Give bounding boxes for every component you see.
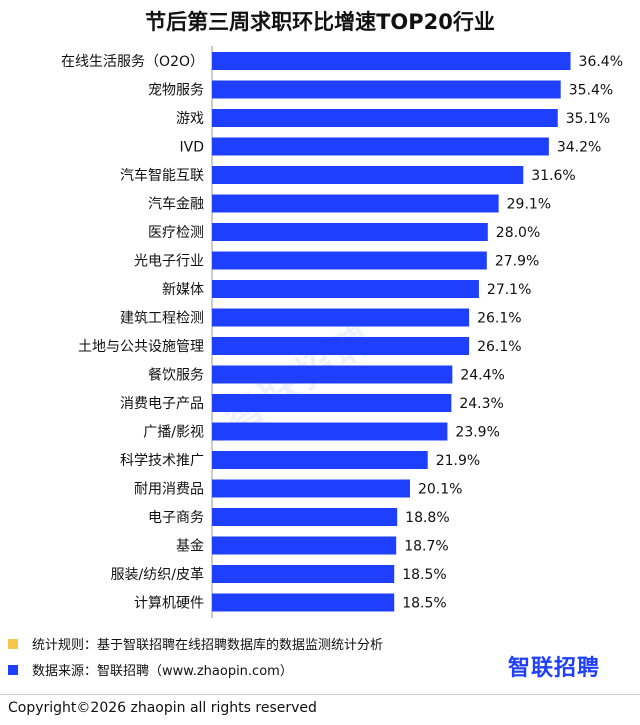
category-label: 建筑工程检测 bbox=[120, 311, 204, 327]
bar bbox=[212, 223, 488, 241]
value-label: 26.1% bbox=[477, 311, 521, 327]
category-label: 服装/纺织/皮革 bbox=[111, 567, 204, 583]
source-note-text: 数据来源：智联招聘（www.zhaopin.com） bbox=[32, 664, 293, 679]
bar bbox=[212, 508, 398, 526]
bar bbox=[212, 394, 452, 412]
value-label: 18.8% bbox=[405, 510, 449, 526]
category-label: 科学技术推广 bbox=[120, 453, 204, 469]
value-label: 26.1% bbox=[477, 339, 521, 355]
value-label: 36.4% bbox=[579, 54, 623, 70]
value-label: 27.9% bbox=[495, 254, 539, 270]
category-label: 在线生活服务（O2O） bbox=[61, 54, 204, 70]
bar bbox=[212, 308, 470, 327]
value-label: 27.1% bbox=[487, 282, 531, 298]
category-label: 汽车金融 bbox=[148, 196, 204, 213]
value-label: 35.1% bbox=[566, 111, 610, 127]
category-label: 光电子行业 bbox=[134, 254, 204, 270]
category-label: 消费电子产品 bbox=[120, 396, 204, 412]
bar bbox=[212, 109, 558, 127]
category-label: 宠物服务 bbox=[148, 83, 204, 99]
category-label: 汽车智能互联 bbox=[120, 167, 204, 184]
category-label: 广播/影视 bbox=[143, 425, 204, 441]
rule-note: 统计规则：基于智联招聘在线招聘数据库的数据监测统计分析 bbox=[8, 634, 383, 653]
category-label: 电子商务 bbox=[148, 510, 204, 526]
blue-square-icon bbox=[8, 664, 18, 675]
category-label: 计算机硬件 bbox=[134, 596, 204, 612]
bar bbox=[212, 280, 479, 298]
value-label: 24.3% bbox=[459, 396, 503, 412]
value-label: 18.5% bbox=[402, 567, 446, 583]
bar bbox=[212, 137, 549, 156]
source-note: 数据来源：智联招聘（www.zhaopin.com） bbox=[8, 660, 293, 679]
bar bbox=[212, 80, 561, 99]
bar bbox=[212, 565, 395, 583]
bar bbox=[212, 52, 571, 70]
value-label: 28.0% bbox=[496, 225, 540, 241]
category-label: 耐用消费品 bbox=[134, 482, 204, 498]
value-label: 29.1% bbox=[507, 197, 551, 213]
value-label: 34.2% bbox=[557, 140, 601, 156]
zhaopin-logo: 智联招聘 bbox=[508, 656, 601, 681]
value-label: 18.5% bbox=[402, 596, 446, 612]
value-label: 31.6% bbox=[531, 168, 575, 184]
value-label: 23.9% bbox=[455, 425, 499, 441]
bar bbox=[212, 194, 499, 213]
footer-divider bbox=[0, 694, 640, 695]
category-label: IVD bbox=[180, 140, 205, 156]
bar bbox=[212, 451, 428, 469]
category-label: 土地与公共设施管理 bbox=[78, 339, 204, 355]
value-label: 24.4% bbox=[460, 368, 504, 384]
value-label: 21.9% bbox=[436, 453, 480, 469]
value-label: 18.7% bbox=[404, 539, 448, 555]
bar bbox=[212, 422, 448, 441]
category-label: 游戏 bbox=[176, 111, 204, 127]
bar bbox=[212, 593, 395, 612]
category-label: 基金 bbox=[176, 538, 204, 555]
bar bbox=[212, 251, 487, 270]
rule-note-text: 统计规则：基于智联招聘在线招聘数据库的数据监测统计分析 bbox=[32, 638, 384, 653]
bar bbox=[212, 166, 524, 184]
value-label: 35.4% bbox=[569, 83, 613, 99]
yellow-square-icon bbox=[8, 638, 18, 649]
category-label: 餐饮服务 bbox=[148, 368, 204, 384]
category-label: 新媒体 bbox=[162, 282, 204, 298]
bar bbox=[212, 365, 453, 384]
bar bbox=[212, 479, 410, 498]
category-label: 医疗检测 bbox=[148, 225, 204, 241]
bar bbox=[212, 536, 397, 555]
bar-chart: 在线生活服务（O2O） 36.4% 宠物服务 35.4% 游戏 35.1% IVD 34.2%… bbox=[61, 46, 623, 618]
copyright-text: Copyright©2026 zhaopin all rights reserv… bbox=[8, 700, 317, 716]
bar bbox=[212, 337, 470, 355]
value-label: 20.1% bbox=[418, 482, 462, 498]
chart-title: 节后第三周求职环比增速TOP20行业 bbox=[145, 10, 495, 34]
